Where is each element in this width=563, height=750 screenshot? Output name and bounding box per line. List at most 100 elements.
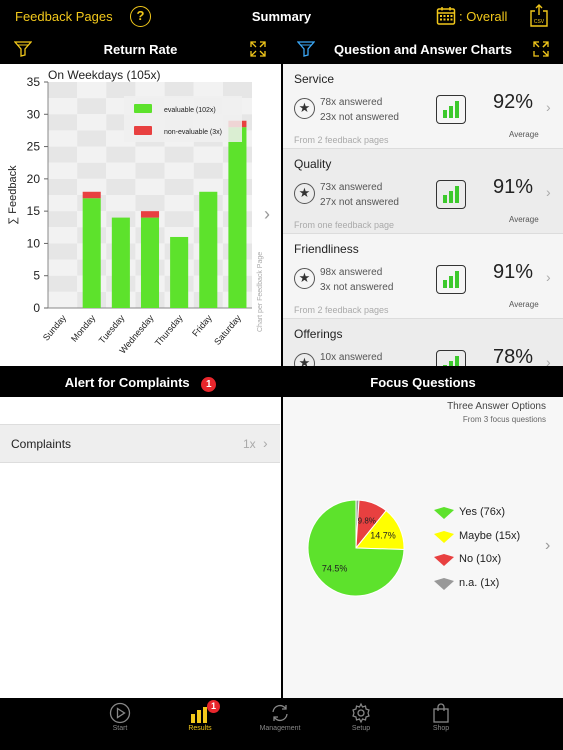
bar-chart-icon[interactable] [436,180,466,209]
csv-label: CSV [534,19,545,25]
chevron-right-icon: › [546,184,551,200]
tab-label: Management [259,725,301,732]
grid-cell [135,146,165,163]
grid-cell [77,130,107,147]
complaints-label: Complaints [11,437,72,451]
star-icon[interactable]: ★ [294,268,315,289]
bar-chart-icon[interactable] [436,350,466,366]
qa-charts-header: Question and Answer Charts [283,33,563,64]
tab-label: Shop [432,725,450,732]
expand-icon[interactable] [250,41,266,57]
alert-title: Alert for Complaints [64,375,190,390]
not-answered-count: 3x not answered [320,282,394,293]
grid-cell [222,82,252,99]
focus-title: Focus Questions [370,375,476,390]
tab-results[interactable]: 1 Results [165,698,235,750]
grid-cell [135,195,165,212]
weekday-bar-chart: 0 5 10 15 20 25 30 35 ∑ Feedback On Weekdays (105… [7,68,252,356]
csv-export-icon[interactable]: CSV [529,4,549,28]
grid-cell [48,82,78,99]
y-tick-label: 30 [27,107,41,121]
grid-cell [77,146,107,163]
qa-item[interactable]: Friendliness ★ 98x answered 3x not answered… [283,234,563,319]
pie-slice-label: 14.7% [370,531,396,541]
answered-count: 10x answered [320,352,383,363]
grid-cell [48,130,78,147]
chevron-right-icon[interactable]: › [264,204,270,224]
grid-cell [106,195,136,212]
tab-management[interactable]: Management [245,698,315,750]
grid-cell [106,146,136,163]
qa-charts-panel: Service ★ 78x answered 23x not answered From… [283,64,563,366]
y-tick-label: 20 [27,172,41,186]
feedback-pages-button[interactable]: Feedback Pages [15,9,113,24]
expand-icon[interactable] [533,41,549,57]
bar-evaluable [199,191,218,308]
grid-cell [193,162,223,179]
qa-item[interactable]: Service ★ 78x answered 23x not answered From… [283,64,563,149]
chart-per-page-label: Chart per Feedback Page [257,251,264,332]
answered-count: 73x answered [320,182,383,193]
complaints-count: 1x [243,437,256,451]
calendar-icon[interactable] [436,6,456,26]
return-rate-panel: 0 5 10 15 20 25 30 35 ∑ Feedback On Weekdays (105… [0,64,281,366]
question-name: Offerings [294,327,343,341]
filter-icon[interactable] [297,41,315,57]
grid-cell [164,82,194,99]
star-icon[interactable]: ★ [294,353,315,366]
y-tick-label: 10 [27,236,41,250]
from-pages: From 2 feedback pages [294,305,389,315]
legend-label: Maybe (15x) [459,529,521,542]
average-label: Average [509,215,539,224]
bar-chart-icon[interactable] [436,265,466,294]
gear-icon [352,702,370,724]
x-tick-label: Saturday [212,312,243,346]
return-rate-title: Return Rate [103,42,178,57]
legend-swatch-icon [434,507,454,519]
grid-cell [48,275,78,292]
focus-sub-subtitle: From 3 focus questions [462,415,546,424]
focus-panel: Three Answer Options From 3 focus questi… [283,397,563,698]
grid-cell [48,227,78,244]
grid-cell [164,211,194,228]
bar-evaluable [228,127,247,308]
legend-label: n.a. (1x) [459,576,500,589]
not-answered-count: 23x not answered [320,112,399,123]
answered-count: 78x answered [320,97,383,108]
help-button[interactable]: ? [130,6,151,27]
bar-evaluable [82,198,101,308]
grid-cell [193,146,223,163]
grid-cell [48,162,78,179]
y-tick-label: 0 [33,301,40,315]
grid-cell [164,178,194,195]
grid-cell [48,243,78,260]
legend-label: non-evaluable (3x) [164,129,222,136]
qa-charts-title: Question and Answer Charts [334,42,512,57]
grid-cell [164,195,194,212]
complaints-row[interactable]: Complaints 1x › [0,424,280,463]
average-percent: 78% [493,346,534,366]
tab-shop[interactable]: Shop [406,698,476,750]
tab-setup[interactable]: Setup [326,698,396,750]
bar-non-evaluable [82,191,101,199]
from-pages: From one feedback page [294,220,395,230]
chevron-right-icon[interactable]: › [545,537,551,554]
grid-cell [106,178,136,195]
average-percent: 91% [493,261,534,283]
chevron-right-icon: › [263,435,268,451]
grid-cell [48,146,78,163]
star-icon[interactable]: ★ [294,183,315,204]
period-selector[interactable]: : Overall [459,9,508,24]
tab-start[interactable]: Start [85,698,155,750]
star-icon[interactable]: ★ [294,98,315,119]
qa-item[interactable]: Offerings ★ 10x answered 78% › [283,319,563,366]
legend-swatch [134,126,152,135]
chevron-right-icon: › [546,99,551,115]
chevron-right-icon: › [546,354,551,366]
filter-icon[interactable] [14,41,32,57]
average-label: Average [509,130,539,139]
qa-item[interactable]: Quality ★ 73x answered 27x not answered From… [283,149,563,234]
pie-slice-label: 9.8% [358,516,376,525]
bar-chart-icon[interactable] [436,95,466,124]
grid-cell [48,114,78,131]
